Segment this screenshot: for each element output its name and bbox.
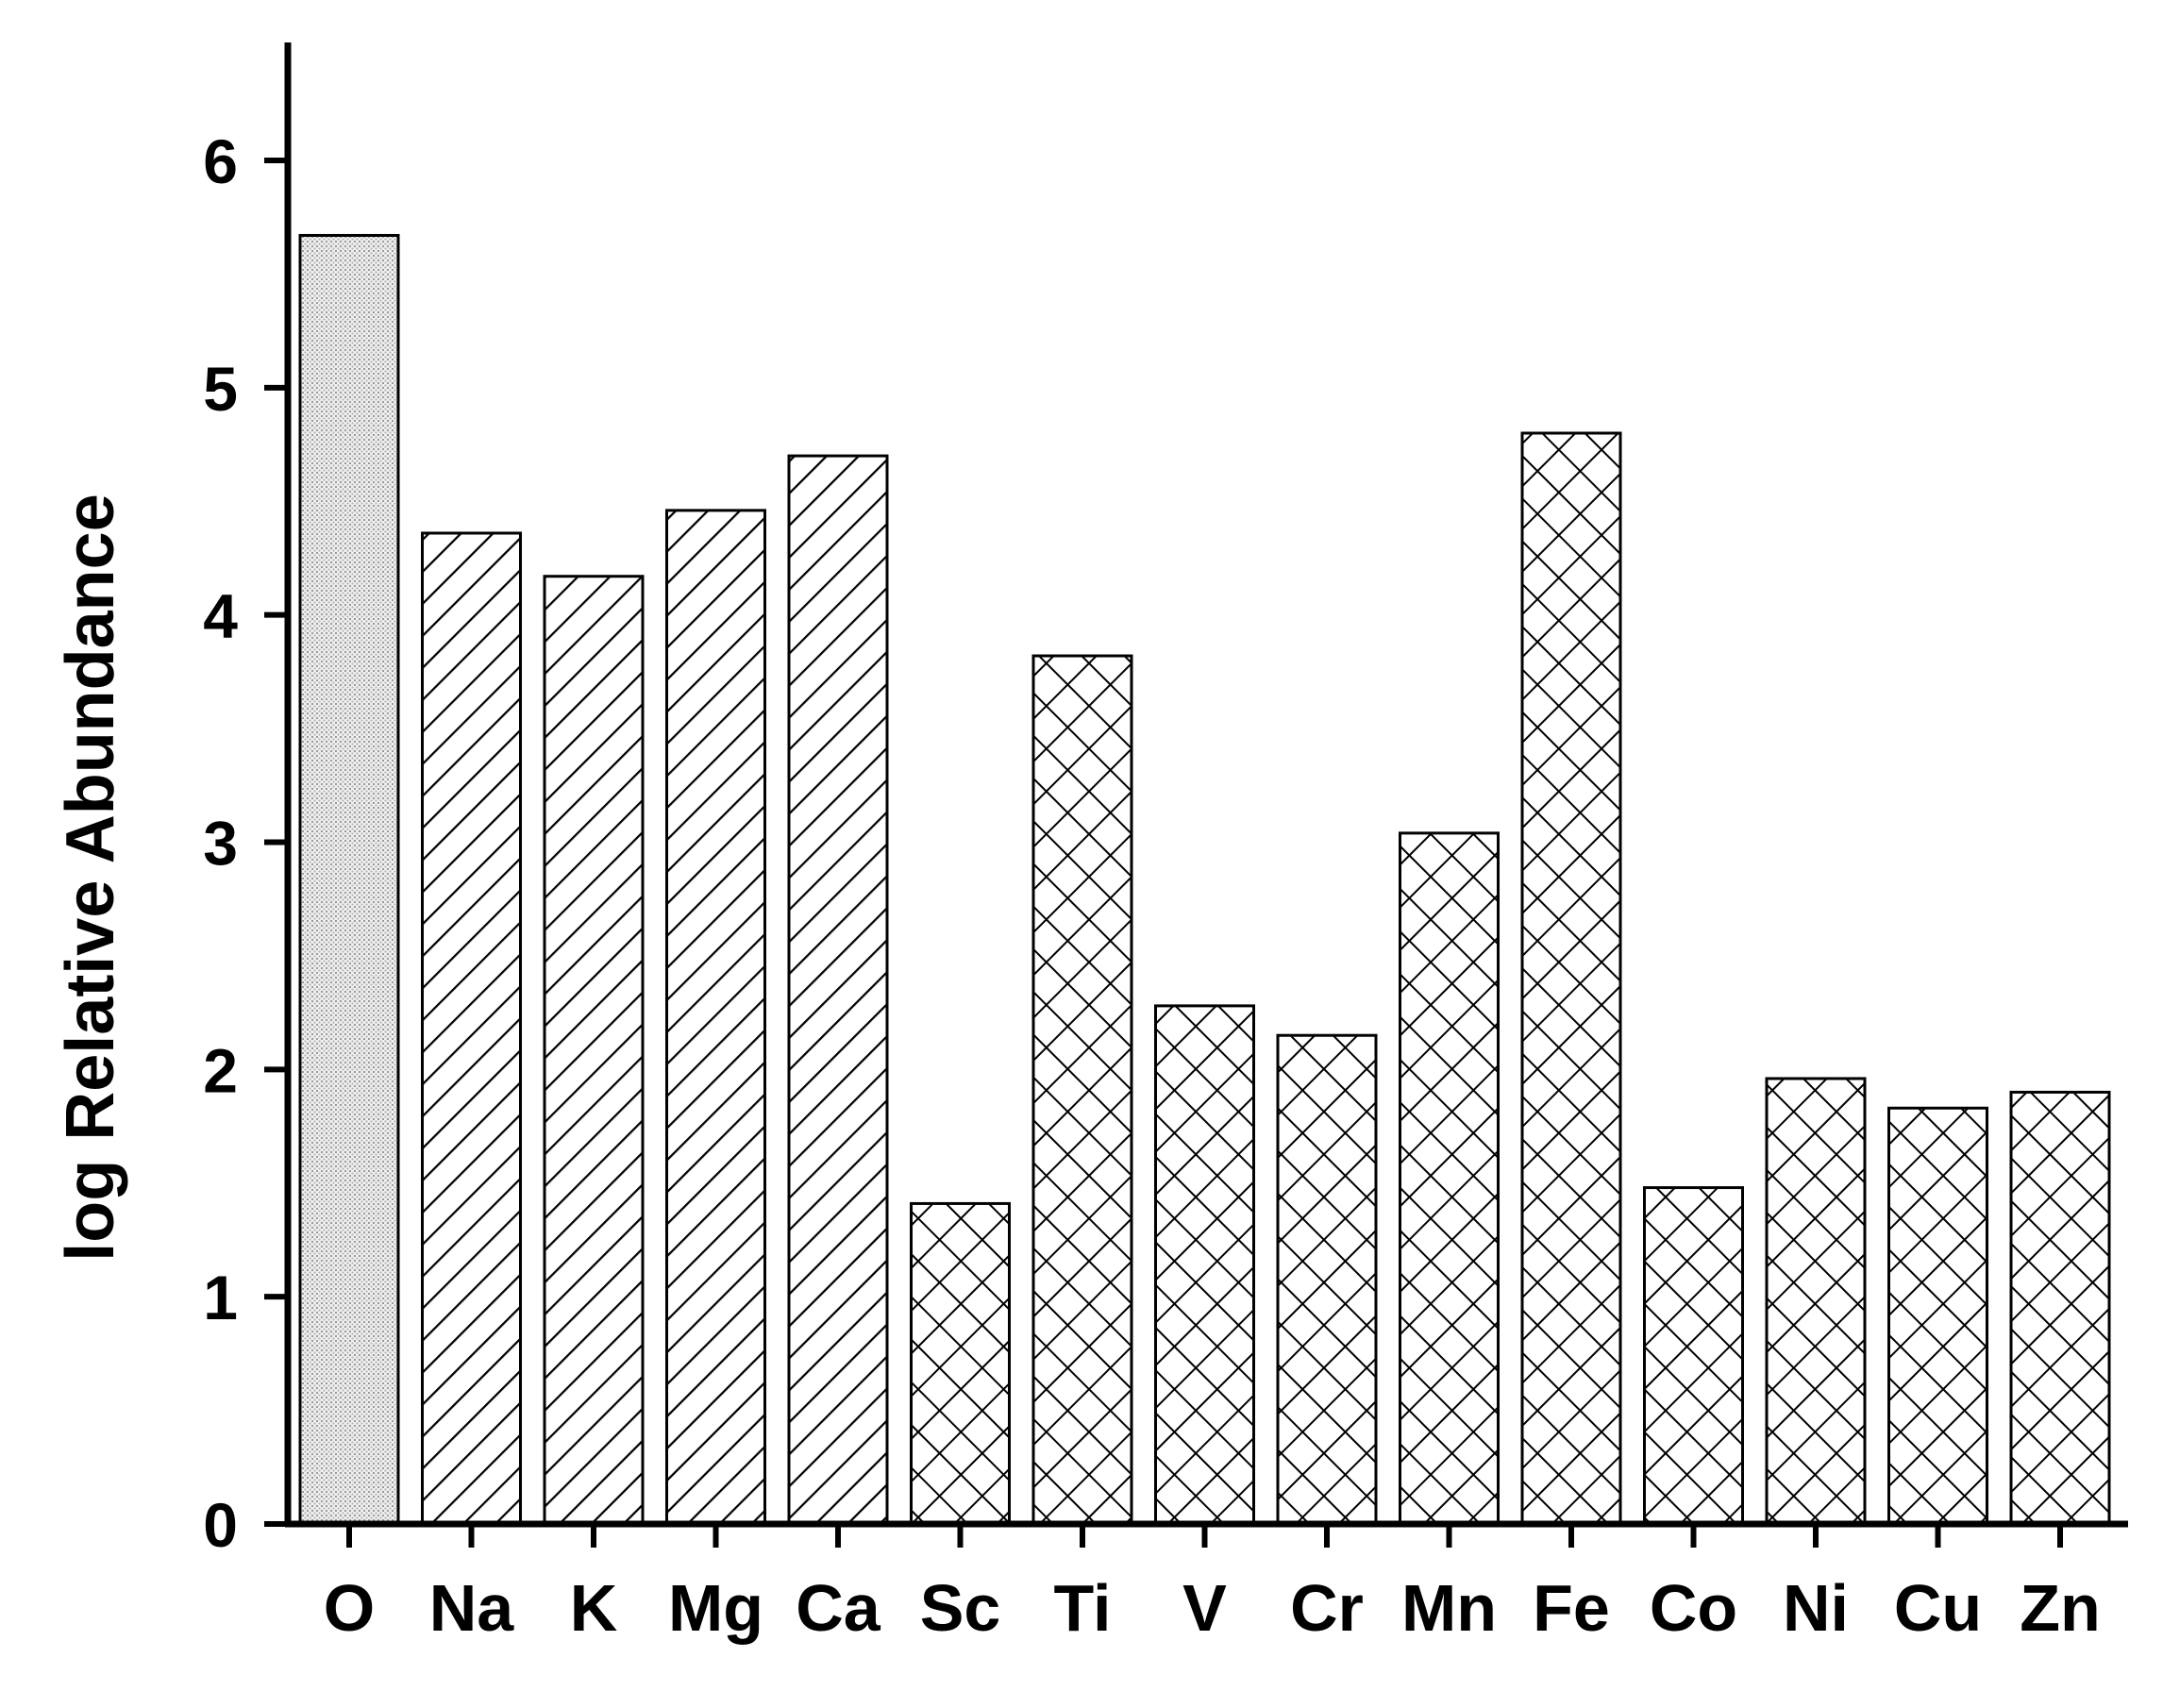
x-tick-label: Zn xyxy=(2020,1571,2101,1645)
bar-ni xyxy=(1767,1079,1865,1524)
x-tick-label: Mg xyxy=(668,1571,763,1645)
x-tick-label: Ti xyxy=(1054,1571,1112,1645)
bar-ca xyxy=(789,456,887,1524)
bar-cu xyxy=(1889,1108,1987,1524)
x-tick-label: Mn xyxy=(1401,1571,1497,1645)
y-tick-label: 2 xyxy=(203,1035,238,1105)
x-tick-label: Cr xyxy=(1290,1571,1364,1645)
x-tick-label: Co xyxy=(1650,1571,1737,1645)
y-tick-label: 0 xyxy=(203,1490,238,1560)
bar-o xyxy=(300,235,398,1524)
x-tick-label: Cu xyxy=(1894,1571,1982,1645)
bar-fe xyxy=(1522,433,1620,1524)
y-tick-label: 6 xyxy=(203,126,238,196)
x-tick-label: Ni xyxy=(1783,1571,1849,1645)
y-axis-label: log Relative Abundance xyxy=(53,494,128,1261)
y-tick-label: 4 xyxy=(203,581,238,651)
x-tick-label: K xyxy=(570,1571,618,1645)
bar-mn xyxy=(1400,833,1499,1524)
x-tick-label: Ca xyxy=(796,1571,881,1645)
bar-cr xyxy=(1278,1035,1376,1524)
bar-v xyxy=(1156,1006,1254,1524)
bar-sc xyxy=(912,1203,1010,1524)
bar-ti xyxy=(1033,656,1132,1524)
x-tick-label: O xyxy=(324,1571,375,1645)
y-tick-label: 3 xyxy=(203,809,238,879)
bars-layer xyxy=(300,235,2109,1524)
x-tick-label: Na xyxy=(429,1571,515,1645)
y-tick-label: 1 xyxy=(203,1263,238,1332)
bar-zn xyxy=(2011,1092,2109,1524)
x-ticks-layer: O Na K Mg Ca Sc Ti V Cr Mn Fe Co Ni Cu Zn xyxy=(324,1524,2101,1645)
y-ticks-layer: 0 1 2 3 4 5 6 xyxy=(203,126,288,1560)
bar-k xyxy=(545,577,643,1524)
bar-na xyxy=(423,533,521,1524)
x-tick-label: Fe xyxy=(1533,1571,1610,1645)
x-tick-label: Sc xyxy=(920,1571,1001,1645)
bar-co xyxy=(1645,1188,1743,1524)
x-tick-label: V xyxy=(1182,1571,1227,1645)
y-tick-label: 5 xyxy=(203,354,238,424)
bar-mg xyxy=(667,511,765,1524)
